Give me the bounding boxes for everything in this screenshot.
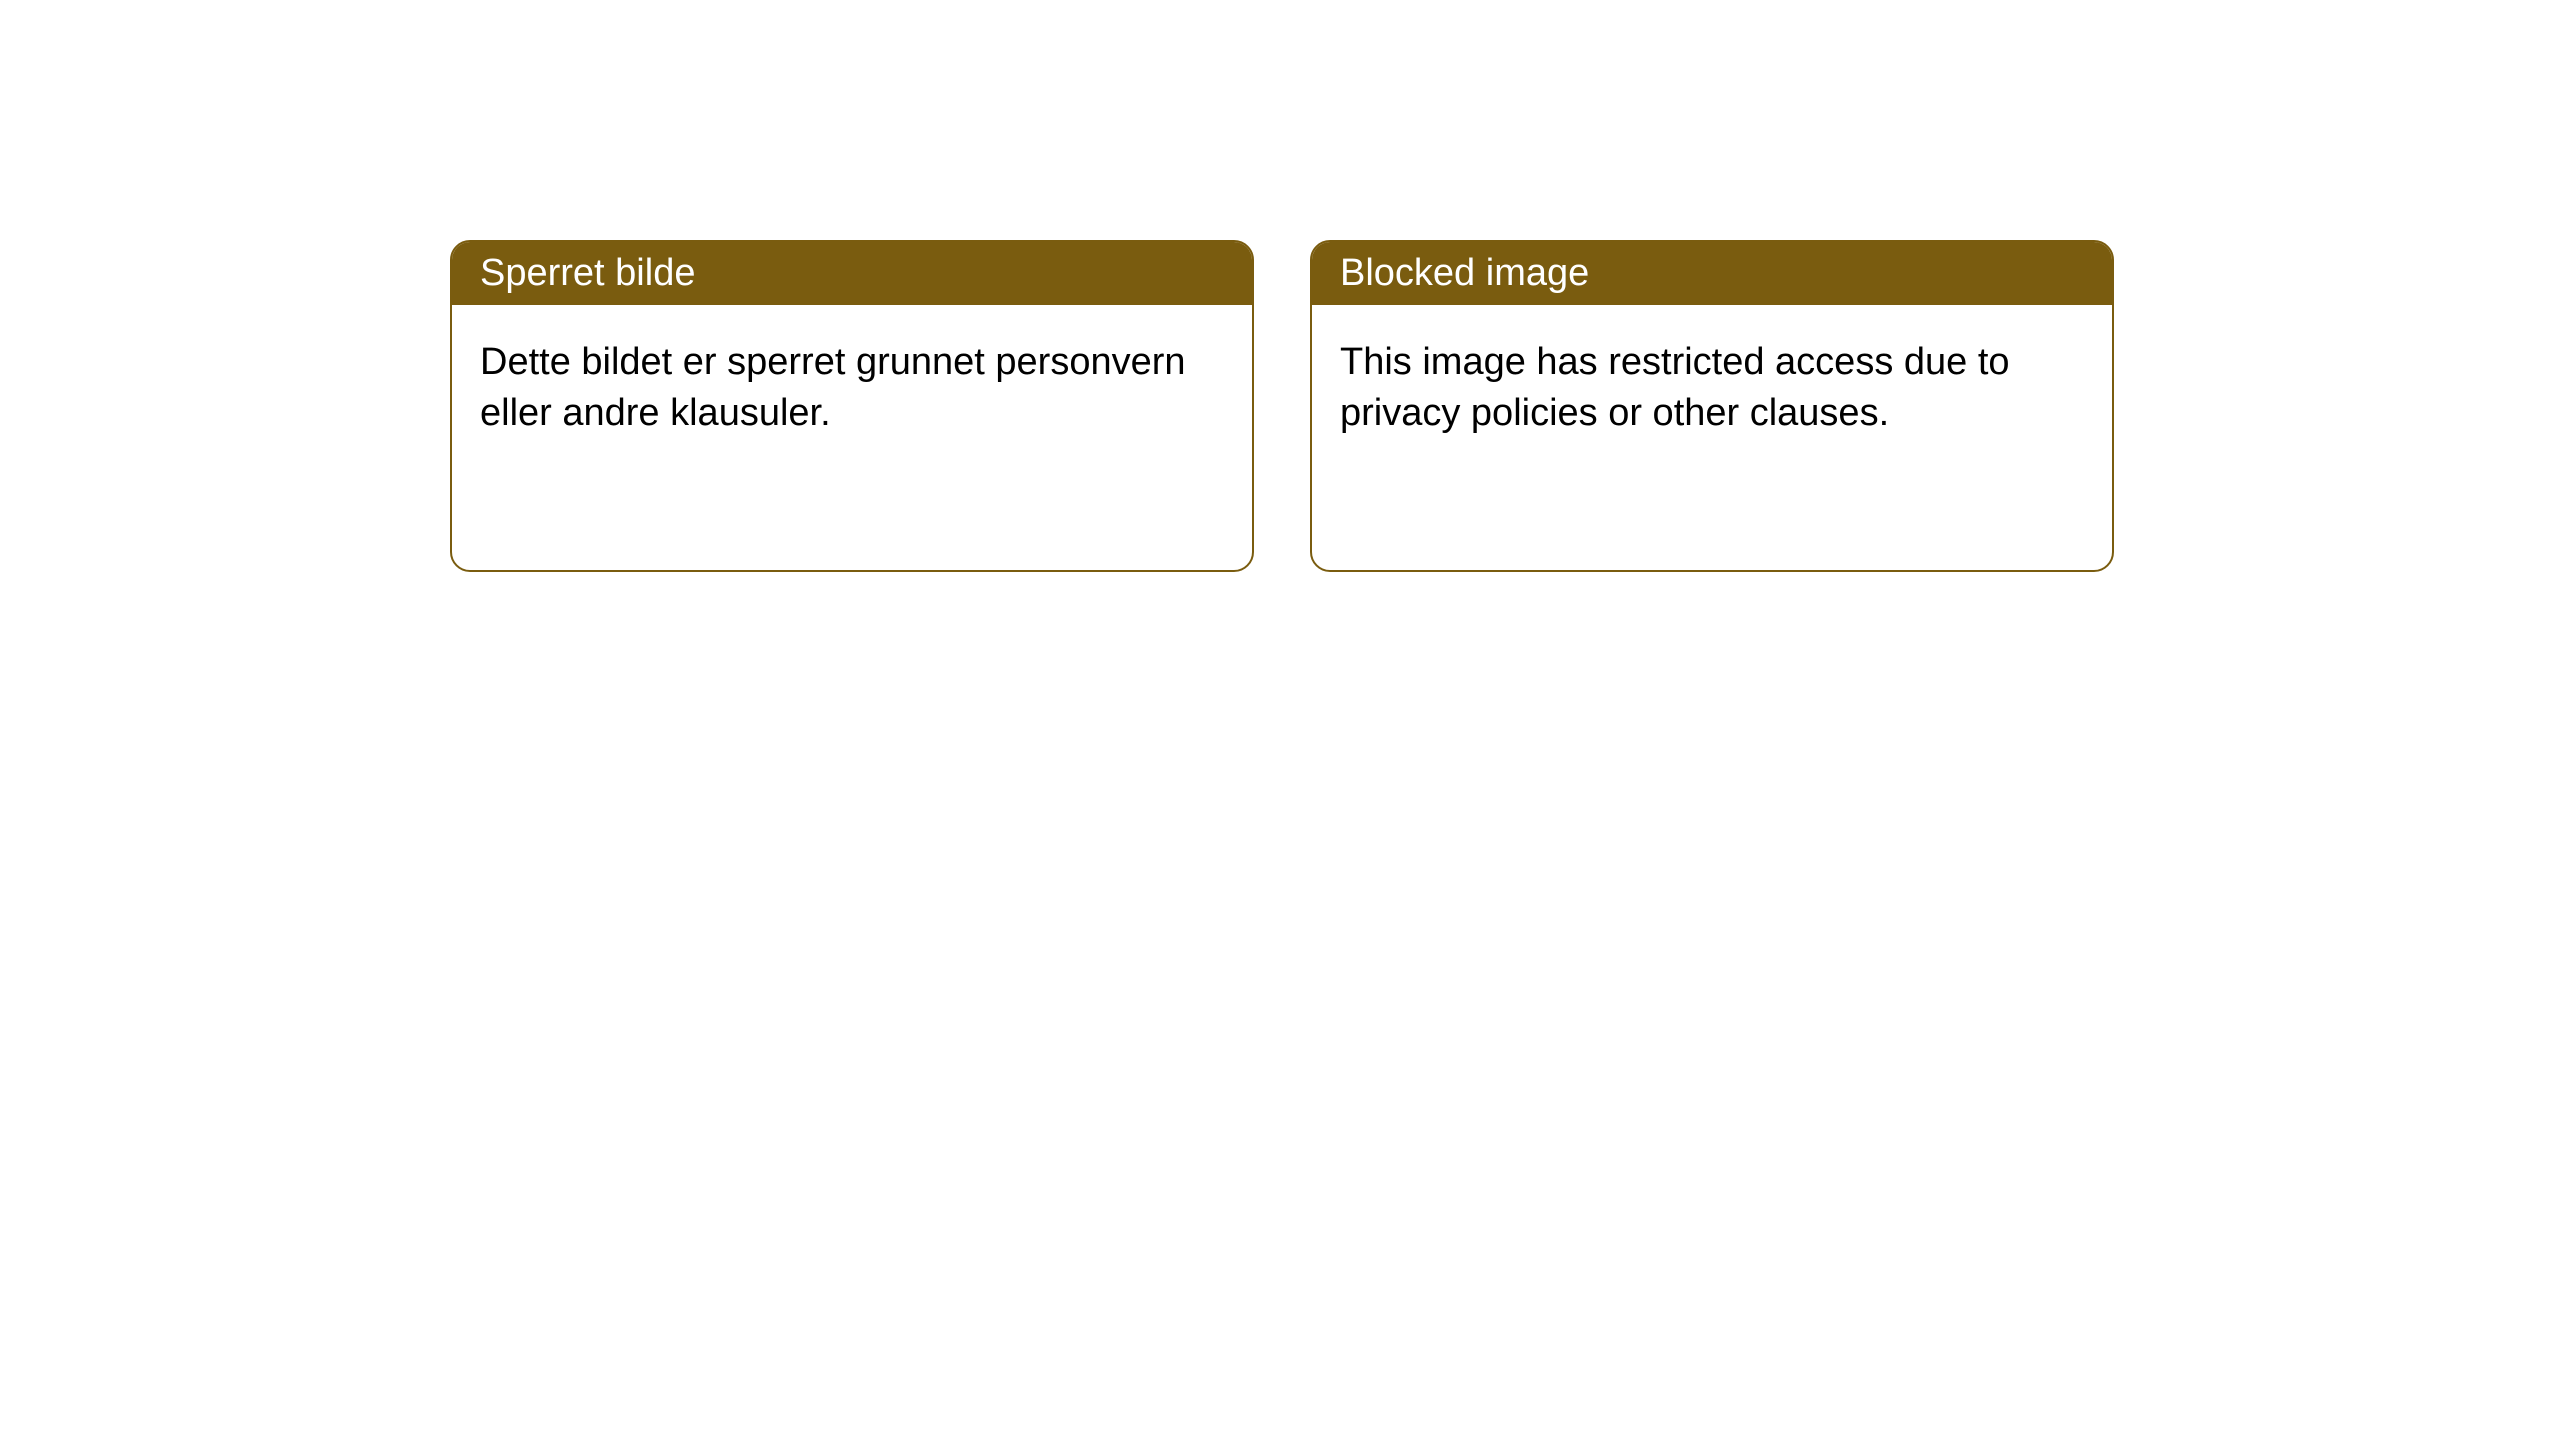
card-body-text-en: This image has restricted access due to … — [1340, 341, 2010, 434]
card-body-text-no: Dette bildet er sperret grunnet personve… — [480, 341, 1186, 434]
card-title-no: Sperret bilde — [480, 252, 695, 294]
card-body-no: Dette bildet er sperret grunnet personve… — [452, 305, 1252, 472]
card-title-en: Blocked image — [1340, 252, 1589, 294]
card-header-no: Sperret bilde — [452, 242, 1252, 305]
cards-container: Sperret bilde Dette bildet er sperret gr… — [0, 0, 2560, 572]
blocked-image-card-en: Blocked image This image has restricted … — [1310, 240, 2114, 572]
card-body-en: This image has restricted access due to … — [1312, 305, 2112, 472]
blocked-image-card-no: Sperret bilde Dette bildet er sperret gr… — [450, 240, 1254, 572]
card-header-en: Blocked image — [1312, 242, 2112, 305]
